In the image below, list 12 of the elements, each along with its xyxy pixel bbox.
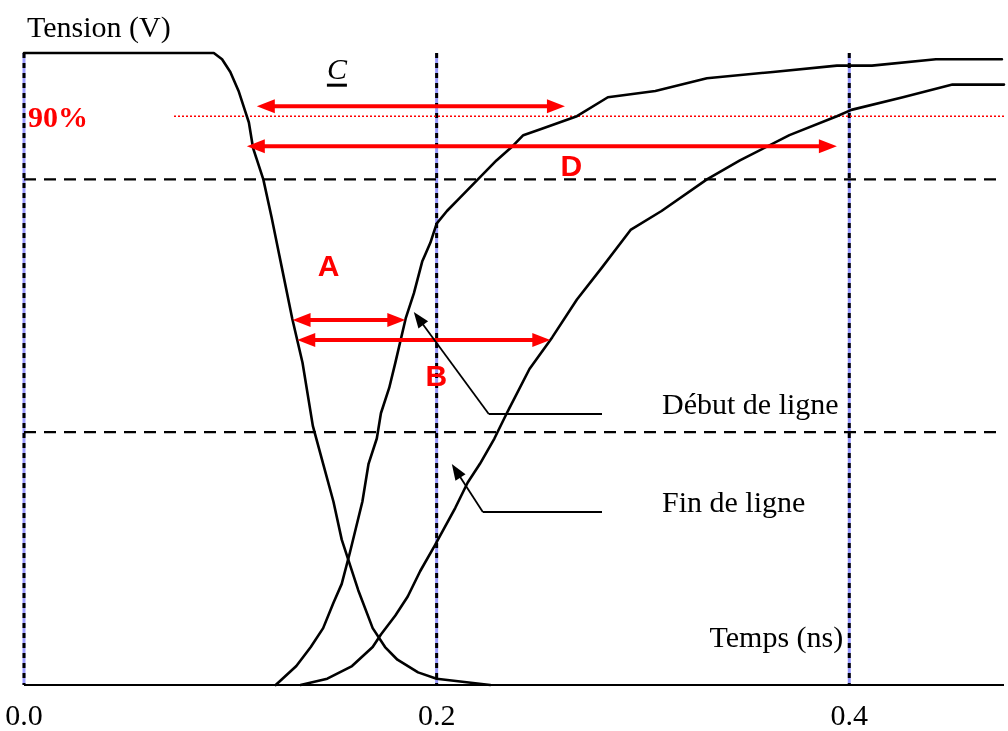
- annotation: D: [560, 148, 583, 182]
- annotation: B: [425, 358, 448, 392]
- x-tick-label: 0.0: [5, 698, 43, 731]
- x-tick-label: 0.4: [830, 698, 869, 731]
- annotation: C: [326, 51, 348, 85]
- x-tick-label: 0.2: [417, 698, 456, 731]
- x-axis-title: Temps (ns): [709, 620, 844, 654]
- legend-label: Début de ligne: [662, 387, 839, 420]
- ref-line-label: 90%: [28, 99, 88, 133]
- legend-label: Fin de ligne: [662, 485, 806, 518]
- annotation: A: [317, 248, 340, 282]
- y-axis-title: Tension (V): [27, 10, 171, 44]
